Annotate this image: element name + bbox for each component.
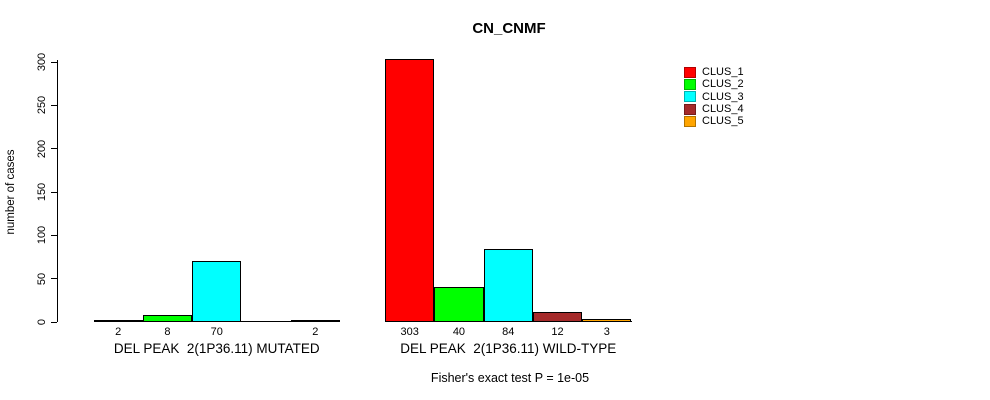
bar-value-label: 303 xyxy=(400,326,419,338)
bar-clus_2 xyxy=(434,287,484,322)
y-axis-title: number of cases xyxy=(5,149,17,235)
bar-clus_1 xyxy=(385,59,435,322)
y-tick-label: 150 xyxy=(36,182,48,202)
bar-clus_3 xyxy=(483,249,533,322)
legend-label: CLUS_2 xyxy=(702,78,744,91)
group-label: DEL PEAK 2(1P36.11) MUTATED xyxy=(113,341,320,356)
legend-swatch-icon xyxy=(684,103,696,115)
bar-value-label: 8 xyxy=(164,326,171,338)
legend-swatch-icon xyxy=(684,115,696,127)
legend-swatch-icon xyxy=(684,91,696,103)
legend-item: CLUS_5 xyxy=(684,115,744,127)
y-tick xyxy=(51,321,57,323)
y-tick-label: 100 xyxy=(36,226,48,245)
y-tick-label: 50 xyxy=(36,272,48,285)
legend-label: CLUS_4 xyxy=(702,102,744,115)
y-tick-label: 300 xyxy=(36,52,48,72)
bar-clus_5 xyxy=(582,319,632,322)
bar-group xyxy=(93,59,340,322)
legend-item: CLUS_1 xyxy=(684,66,744,78)
legend-item: CLUS_2 xyxy=(684,78,744,90)
legend-label: CLUS_5 xyxy=(702,115,744,128)
bar-value-label: 2 xyxy=(312,326,319,338)
bar-group xyxy=(385,59,632,322)
chart-title: CN_CNMF xyxy=(472,20,546,37)
y-tick xyxy=(51,61,57,63)
bar-value-label: 70 xyxy=(210,326,223,338)
y-tick-label: 200 xyxy=(36,139,48,158)
bar-value-label: 12 xyxy=(551,326,564,338)
legend: CLUS_1 CLUS_2 CLUS_3 CLUS_4 CLUS_5 xyxy=(684,66,744,127)
y-axis-line xyxy=(57,60,58,322)
bar-value-label: 3 xyxy=(603,326,610,338)
bar-value-label: 84 xyxy=(502,326,515,338)
y-tick xyxy=(51,148,57,150)
bar-value-label: 40 xyxy=(452,326,466,338)
bar-value-label: 2 xyxy=(115,326,122,338)
y-tick-label: 0 xyxy=(36,318,48,326)
y-tick xyxy=(51,191,57,193)
legend-item: CLUS_3 xyxy=(684,91,744,103)
bar-clus_2 xyxy=(142,315,193,322)
bar-clus_3 xyxy=(192,261,242,322)
legend-item: CLUS_4 xyxy=(684,103,744,115)
legend-swatch-icon xyxy=(684,66,696,78)
caption: Fisher's exact test P = 1e-05 xyxy=(430,371,590,385)
y-tick xyxy=(51,104,57,106)
group-label: DEL PEAK 2(1P36.11) WILD-TYPE xyxy=(400,341,617,356)
legend-label: CLUS_3 xyxy=(702,90,744,103)
y-tick xyxy=(51,278,57,280)
bar-clus_5 xyxy=(290,320,340,322)
legend-label: CLUS_1 xyxy=(702,66,744,78)
bar-clus_1 xyxy=(93,320,143,322)
y-tick-label: 250 xyxy=(36,96,48,115)
y-tick xyxy=(51,234,57,236)
legend-swatch-icon xyxy=(684,78,696,90)
bar-clus_4 xyxy=(532,312,583,322)
